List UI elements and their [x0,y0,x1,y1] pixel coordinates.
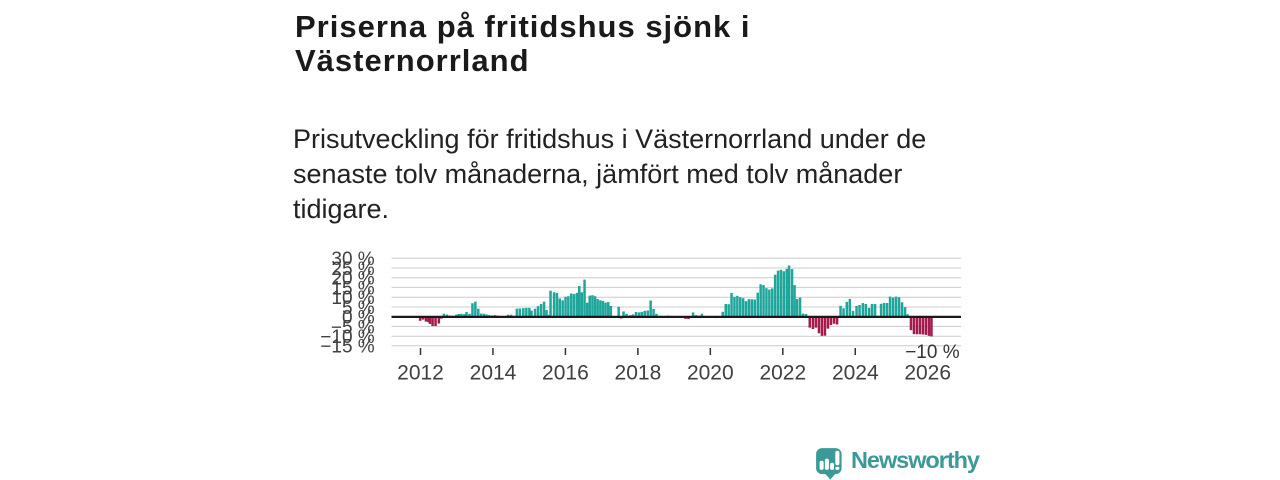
svg-text:20 %: 20 % [331,269,374,290]
svg-text:2024: 2024 [832,362,879,385]
svg-text:2026: 2026 [904,362,951,385]
svg-text:5 %: 5 % [342,298,375,319]
svg-text:2018: 2018 [615,362,662,385]
svg-text:25 %: 25 % [331,259,374,280]
svg-text:2016: 2016 [542,362,589,385]
svg-text:−10 %: −10 % [320,327,375,348]
svg-text:−15 %: −15 % [320,337,375,358]
svg-text:15 %: 15 % [331,278,374,299]
svg-text:−10 %: −10 % [905,342,960,363]
svg-text:10 %: 10 % [331,288,374,309]
svg-text:0 %: 0 % [342,308,375,329]
svg-text:2022: 2022 [759,362,806,385]
svg-text:−5 %: −5 % [331,317,375,338]
svg-text:30 %: 30 % [331,249,374,270]
svg-text:2014: 2014 [470,362,517,385]
svg-text:2012: 2012 [397,362,444,385]
svg-text:2020: 2020 [687,362,734,385]
